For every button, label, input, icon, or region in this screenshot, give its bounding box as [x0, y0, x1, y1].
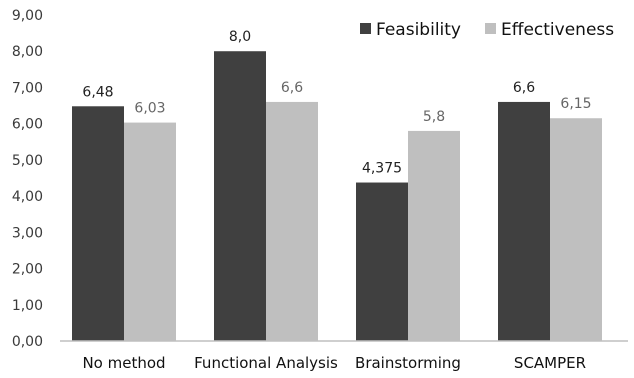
effectiveness-legend-swatch [485, 23, 496, 34]
effectiveness-bar [550, 118, 602, 341]
y-tick-label: 4,00 [12, 189, 43, 205]
feasibility-bar [356, 182, 408, 341]
feasibility-legend-label: Feasibility [376, 20, 461, 40]
y-tick-label: 9,00 [12, 8, 43, 24]
y-tick-label: 0,00 [12, 334, 43, 350]
category-label: Functional Analysis [194, 354, 338, 372]
y-axis-ticks: 0,00 1,00 2,00 3,00 4,00 5,00 6,00 7,00 8,00 9,00 [12, 8, 43, 350]
effectiveness-bar [124, 122, 176, 341]
y-tick-label: 3,00 [12, 225, 43, 241]
effectiveness-value-label: 6,03 [134, 101, 165, 117]
y-tick-label: 5,00 [12, 153, 43, 169]
feasibility-value-label: 6,6 [513, 80, 535, 96]
y-tick-label: 6,00 [12, 117, 43, 133]
effectiveness-bar [266, 101, 318, 341]
feasibility-bar [72, 106, 124, 341]
feasibility-bar [498, 101, 550, 341]
effectiveness-value-label: 6,6 [281, 80, 303, 96]
category-label: No method [82, 354, 165, 372]
feasibility-value-label: 8,0 [229, 29, 251, 45]
category-label: SCAMPER [514, 354, 586, 372]
feasibility-value-label: 4,375 [362, 161, 402, 177]
effectiveness-bar [408, 130, 460, 341]
effectiveness-value-label: 5,8 [423, 109, 445, 125]
y-tick-label: 7,00 [12, 80, 43, 96]
y-tick-label: 2,00 [12, 262, 43, 278]
feasibility-bar [214, 51, 266, 341]
effectiveness-legend-label: Effectiveness [501, 20, 614, 40]
feasibility-legend-swatch [360, 23, 371, 34]
bars [72, 51, 602, 341]
feasibility-value-label: 6,48 [82, 84, 113, 100]
y-tick-label: 8,00 [12, 44, 43, 60]
legend: Feasibility Effectiveness [360, 20, 614, 40]
category-label: Brainstorming [355, 354, 461, 372]
effectiveness-value-label: 6,15 [560, 96, 591, 112]
data-labels: 6,48 6,03 8,0 6,6 4,375 5,8 6,6 6,15 [82, 29, 591, 176]
y-tick-label: 1,00 [12, 298, 43, 314]
category-labels: No method Functional Analysis Brainstormin… [82, 354, 586, 372]
